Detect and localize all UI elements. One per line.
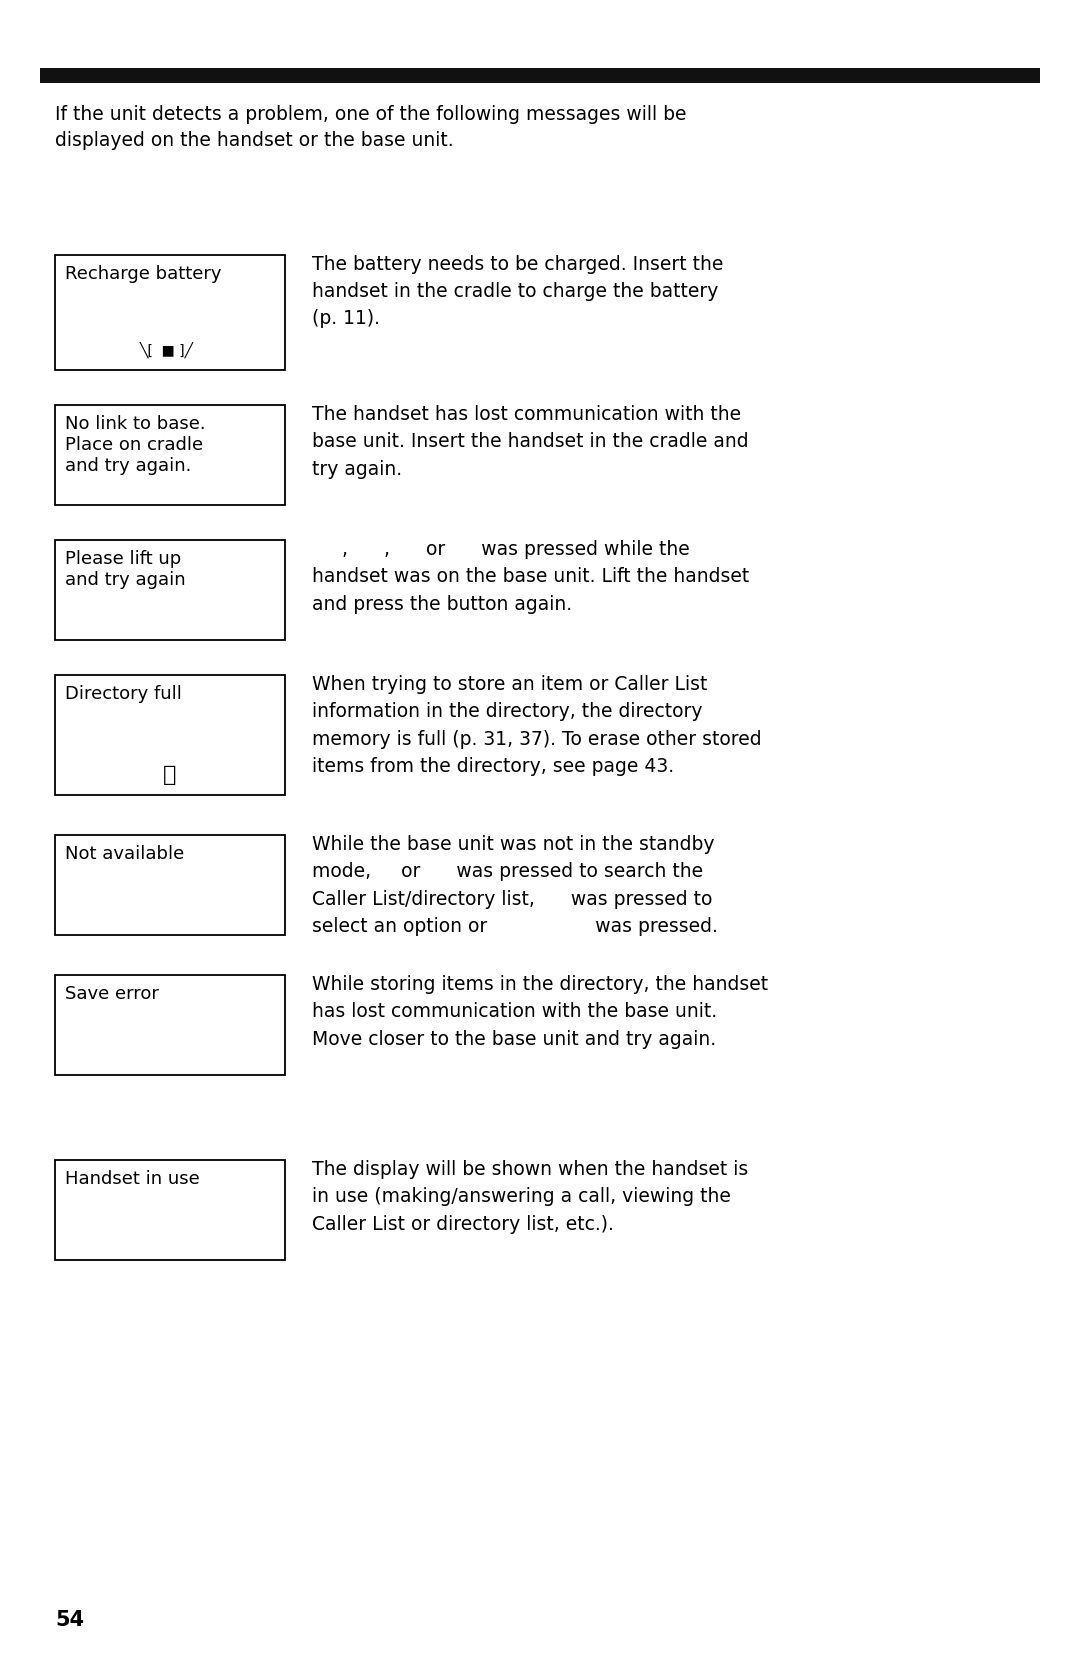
- Text: The display will be shown when the handset is
in use (making/answering a call, v: The display will be shown when the hands…: [312, 1160, 748, 1233]
- Text: 📖: 📖: [163, 764, 177, 784]
- Bar: [55, 406, 285, 506]
- Text: 54: 54: [55, 1611, 84, 1631]
- Text: ,      ,      or      was pressed while the
handset was on the base unit. Lift t: , , or was pressed while the handset was…: [312, 541, 750, 614]
- Bar: [55, 975, 285, 1075]
- Text: While the base unit was not in the standby
mode,     or      was pressed to sear: While the base unit was not in the stand…: [312, 834, 718, 936]
- Text: ╲[  ■ ]╱: ╲[ ■ ]╱: [140, 342, 194, 359]
- Text: When trying to store an item or Caller List
information in the directory, the di: When trying to store an item or Caller L…: [312, 674, 761, 776]
- Text: and try again.: and try again.: [65, 457, 191, 476]
- Bar: [55, 1160, 285, 1260]
- Text: The battery needs to be charged. Insert the
handset in the cradle to charge the : The battery needs to be charged. Insert …: [312, 255, 724, 329]
- Bar: [55, 541, 285, 639]
- Text: Directory full: Directory full: [65, 684, 181, 703]
- Text: Not available: Not available: [65, 845, 185, 863]
- Text: No link to base.: No link to base.: [65, 416, 205, 432]
- Bar: [55, 255, 285, 371]
- Bar: [55, 674, 285, 794]
- Text: Handset in use: Handset in use: [65, 1170, 200, 1188]
- Text: Please lift up: Please lift up: [65, 551, 181, 567]
- Text: Place on cradle: Place on cradle: [65, 436, 203, 454]
- Text: Save error: Save error: [65, 985, 159, 1003]
- Text: The handset has lost communication with the
base unit. Insert the handset in the: The handset has lost communication with …: [312, 406, 748, 479]
- Text: and try again: and try again: [65, 571, 186, 589]
- Bar: [40, 68, 1040, 83]
- Text: Recharge battery: Recharge battery: [65, 265, 221, 284]
- Text: If the unit detects a problem, one of the following messages will be
displayed o: If the unit detects a problem, one of th…: [55, 105, 687, 150]
- Text: While storing items in the directory, the handset
has lost communication with th: While storing items in the directory, th…: [312, 975, 768, 1048]
- Bar: [55, 834, 285, 935]
